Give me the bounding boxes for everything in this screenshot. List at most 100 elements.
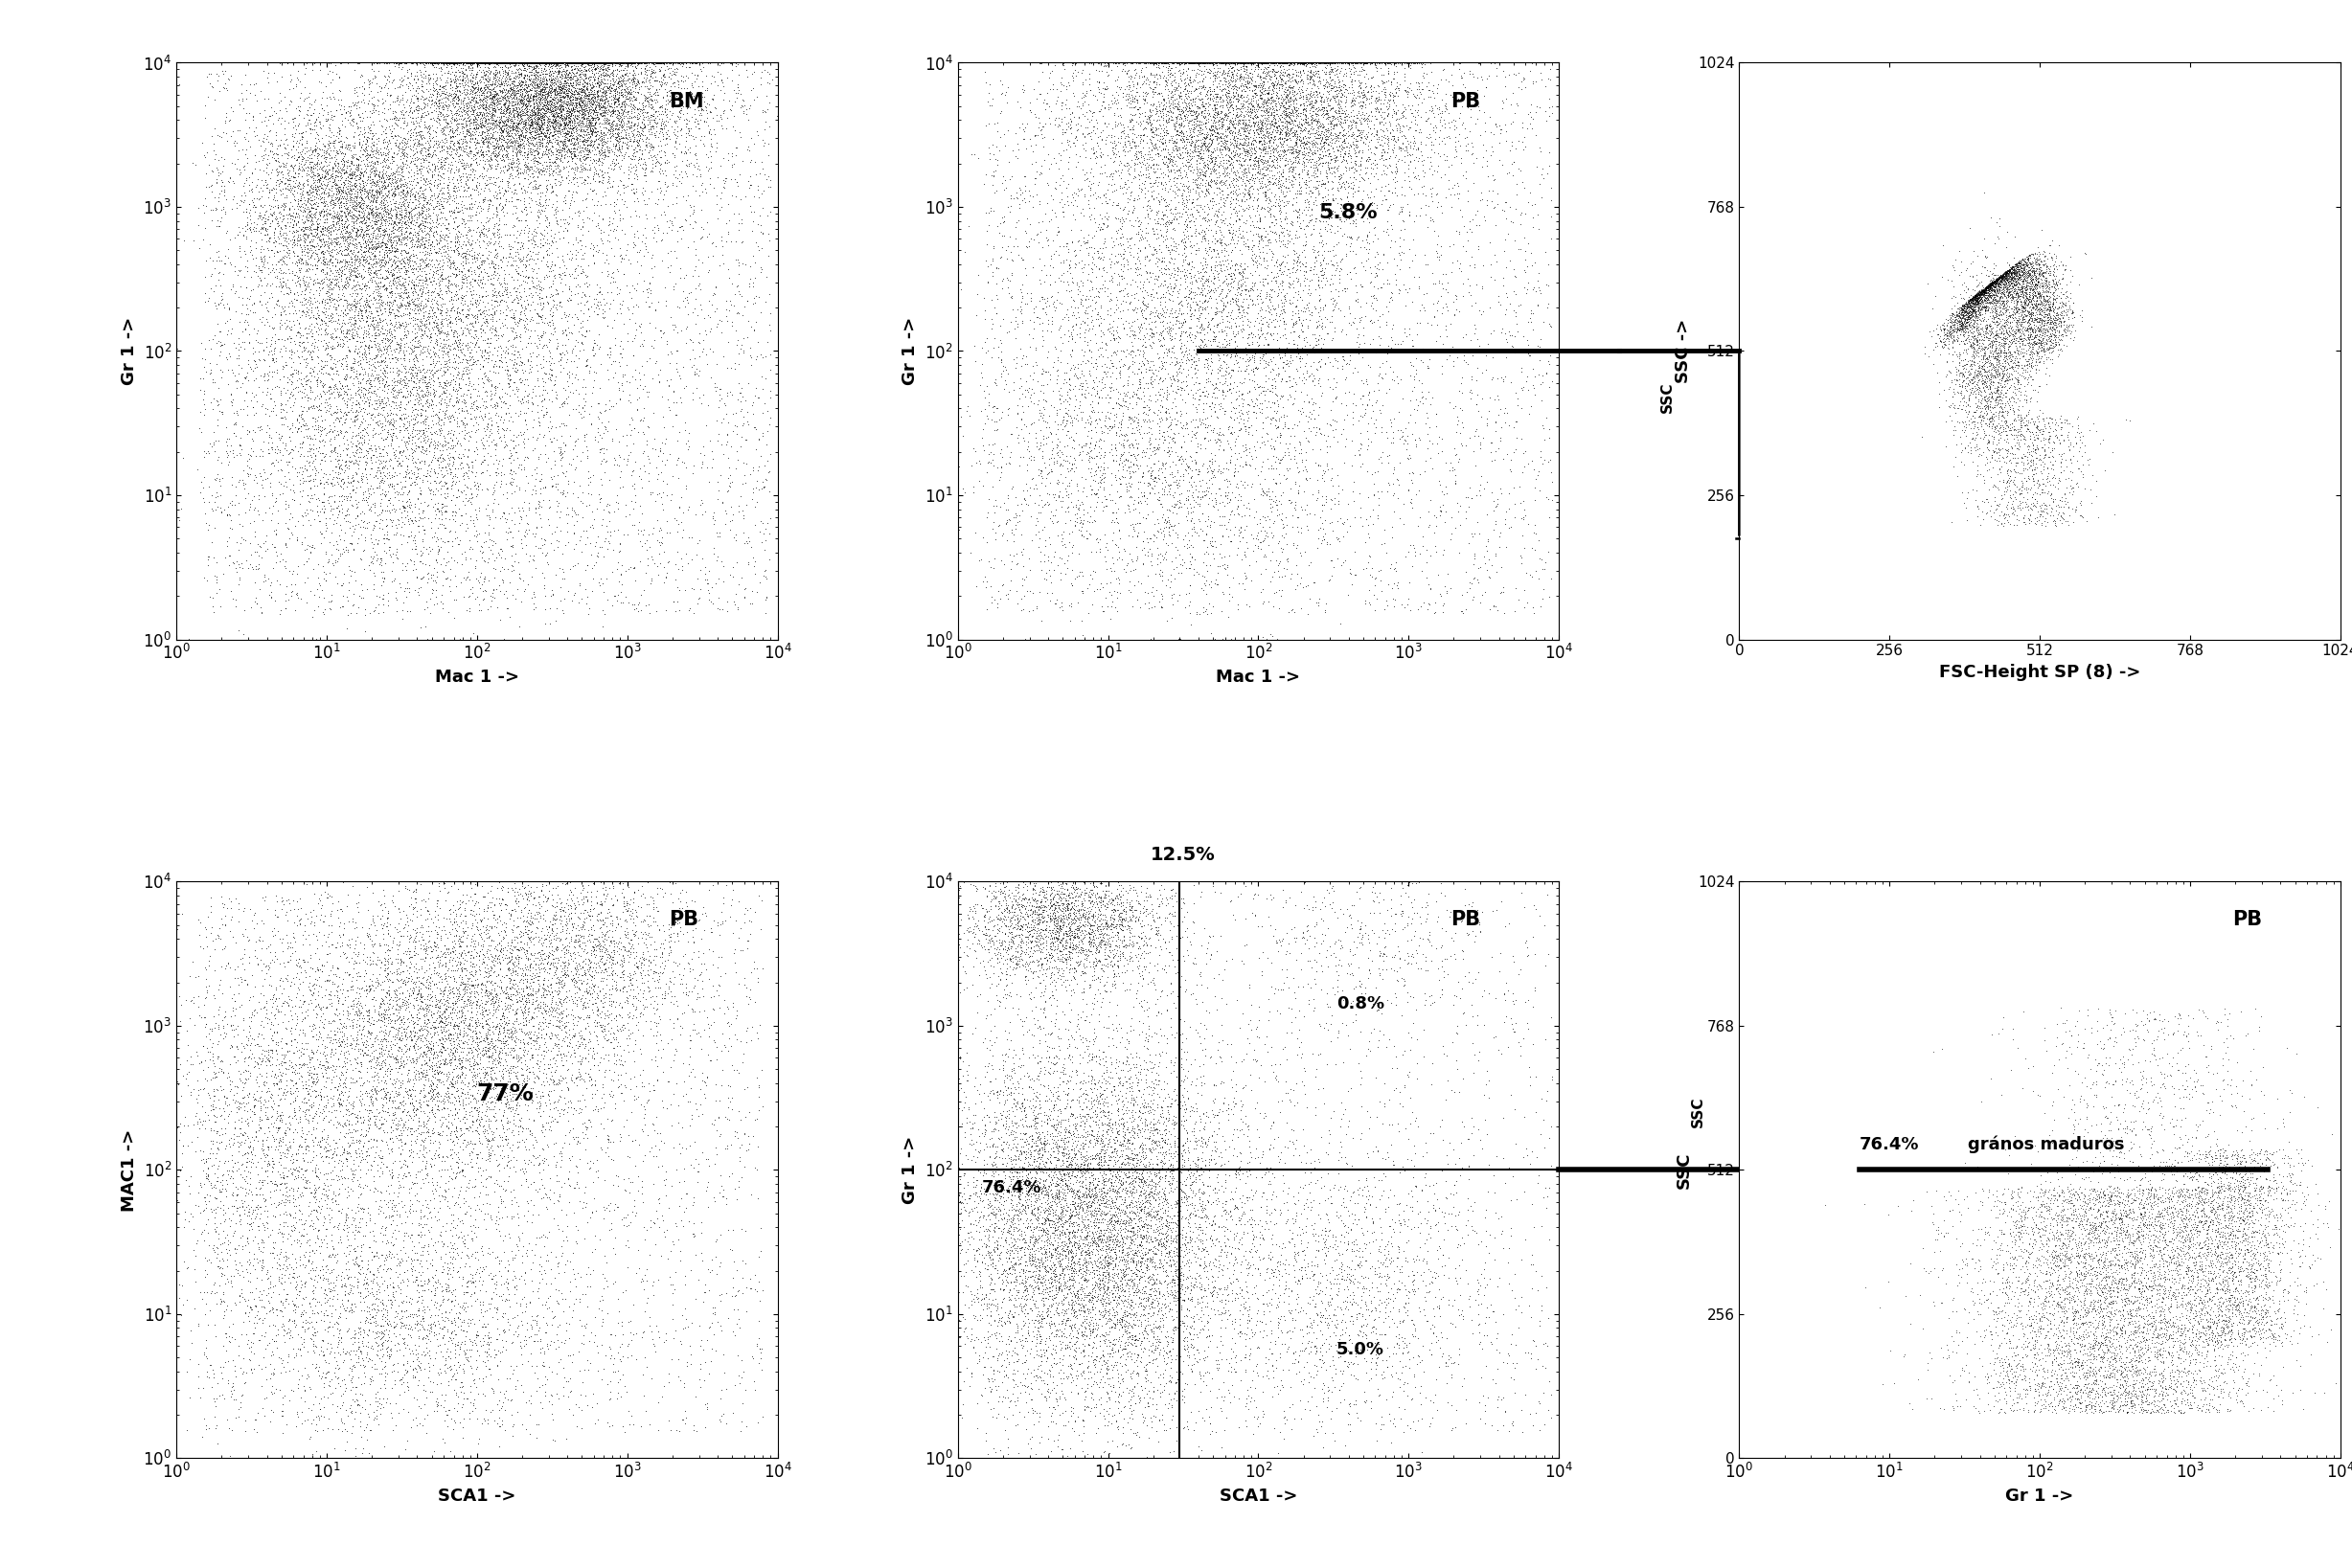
Point (960, 1289, 997, 1314)
Point (1127, 252, 1164, 278)
Point (2220, 1218, 2258, 1243)
Point (383, 270, 421, 295)
Point (1957, 285, 1994, 310)
Point (1315, 55, 1352, 80)
Point (2124, 1399, 2161, 1424)
Point (341, 1058, 379, 1083)
Point (1004, 486, 1042, 511)
Point (1011, 1193, 1049, 1218)
Point (1322, 85, 1359, 110)
Point (452, 86, 489, 111)
Point (426, 1036, 463, 1062)
Point (289, 271, 327, 296)
Point (499, 936, 536, 961)
Point (273, 869, 310, 894)
Point (2027, 1250, 2065, 1275)
Point (2051, 1317, 2089, 1342)
Point (548, 127, 586, 152)
Point (2002, 251, 2039, 276)
Point (743, 100, 781, 125)
Point (2110, 1333, 2147, 1358)
Point (266, 1165, 303, 1190)
Point (296, 1309, 334, 1334)
Point (2183, 1320, 2220, 1345)
Point (517, 110, 555, 135)
Point (1040, 1203, 1077, 1228)
Point (557, 50, 595, 75)
Point (1063, 71, 1101, 96)
Point (1244, 1142, 1282, 1167)
Point (1143, 1204, 1181, 1229)
Point (2044, 1196, 2082, 1221)
Point (513, 359, 550, 384)
Point (1087, 920, 1124, 946)
Point (270, 309, 308, 334)
Point (477, 577, 515, 602)
Point (1136, 1173, 1174, 1198)
Point (1178, 143, 1216, 168)
Point (1049, 1154, 1087, 1179)
Point (1310, 1236, 1348, 1261)
Point (1162, 494, 1200, 519)
Point (2070, 1251, 2107, 1276)
Point (1112, 235, 1150, 260)
Point (1110, 1273, 1148, 1298)
Point (1002, 281, 1040, 306)
Point (308, 1143, 346, 1168)
Point (2023, 314, 2060, 339)
Point (292, 1181, 329, 1206)
Point (336, 1214, 374, 1239)
Point (1162, 252, 1200, 278)
Point (722, 398, 760, 423)
Point (1018, 1014, 1056, 1040)
Point (2187, 1098, 2225, 1123)
Point (289, 229, 327, 254)
Point (701, 1289, 739, 1314)
Point (1270, 223, 1308, 248)
Point (600, 259, 637, 284)
Point (395, 971, 433, 996)
Point (2114, 1214, 2152, 1239)
Point (310, 188, 348, 213)
Point (322, 1396, 360, 1421)
Point (1955, 292, 1992, 317)
Point (355, 152, 393, 177)
Point (414, 408, 452, 433)
Point (600, 89, 637, 114)
Point (1957, 323, 1994, 348)
Point (459, 519, 496, 544)
Point (1105, 1259, 1143, 1284)
Point (1169, 1286, 1207, 1311)
Point (1997, 271, 2034, 296)
Point (694, 282, 731, 307)
Point (1014, 925, 1051, 950)
Point (372, 221, 409, 246)
Point (2114, 1240, 2152, 1265)
Point (1162, 323, 1200, 348)
Point (2272, 1331, 2310, 1356)
Point (2011, 276, 2049, 301)
Point (482, 110, 520, 135)
Point (442, 1054, 480, 1079)
Point (2164, 1022, 2201, 1047)
Point (350, 601, 388, 626)
Point (341, 251, 379, 276)
Point (1188, 1397, 1225, 1422)
Point (369, 933, 407, 958)
Point (1980, 265, 2018, 290)
Point (1378, 149, 1416, 174)
Point (588, 919, 626, 944)
Point (1101, 1309, 1138, 1334)
Point (995, 956, 1033, 982)
Point (993, 1118, 1030, 1143)
Point (501, 262, 539, 287)
Point (1150, 1168, 1188, 1193)
Point (499, 93, 536, 118)
Point (1990, 265, 2027, 290)
Point (529, 1220, 567, 1245)
Point (1990, 298, 2027, 323)
Point (1167, 97, 1204, 122)
Point (482, 119, 520, 144)
Point (289, 439, 327, 464)
Point (242, 207, 280, 232)
